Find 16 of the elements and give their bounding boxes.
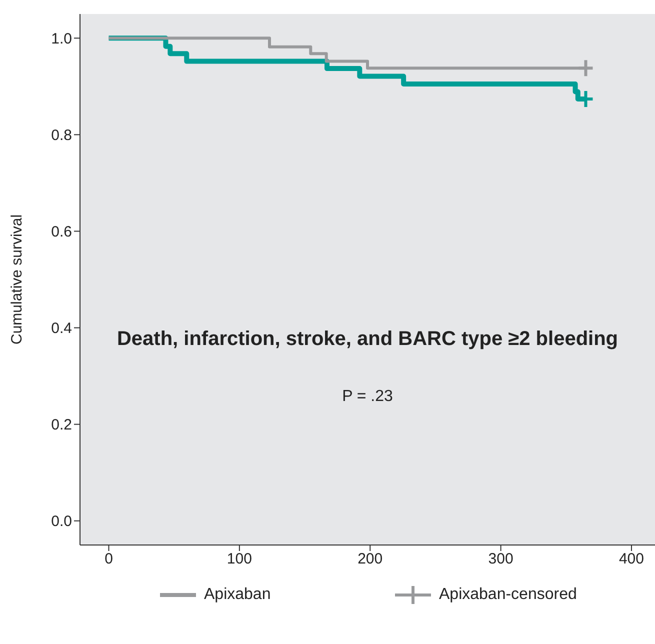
legend-label: Apixaban-censored [439,586,577,604]
x-tick-label: 100 [226,550,252,568]
x-tick-label: 400 [618,550,644,568]
x-tick-label: 200 [358,550,383,568]
y-tick-label: 0.8 [51,127,72,144]
y-tick-label: 1.0 [51,30,72,48]
y-tick-label: 0.6 [51,224,72,241]
y-axis-title: Cumulative survival [8,214,26,345]
legend-label: Apixaban [204,586,271,604]
y-tick-label: 0.2 [51,416,72,434]
text: Death, infarction, stroke, and BARC type ≥2 bleeding [116,328,620,351]
x-tick-label: 0 [104,550,113,568]
x-tick-label: 300 [488,550,514,568]
annotation: P = .23 [341,388,394,406]
y-tick-label: 0.0 [51,513,72,530]
y-tick-label: 0.4 [51,320,72,338]
